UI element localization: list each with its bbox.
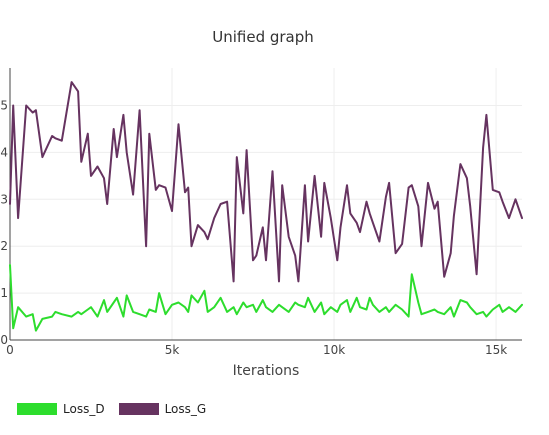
legend-swatch-loss-d xyxy=(17,403,57,415)
y-tick-label: 3 xyxy=(0,192,8,206)
y-axis-ticks: 0 1 2 3 4 5 xyxy=(0,99,8,347)
x-axis-label: Iterations xyxy=(233,363,300,379)
legend-item-loss-d[interactable]: Loss_D xyxy=(17,402,105,416)
series-layer xyxy=(9,81,523,332)
x-tick-label: 10k xyxy=(323,343,345,357)
grid-lines xyxy=(10,68,522,340)
x-tick-label: 5k xyxy=(165,343,180,357)
x-axis-ticks: 0 5k 10k 15k xyxy=(6,343,507,357)
x-tick-label: 15k xyxy=(485,343,507,357)
legend-swatch-loss-g xyxy=(118,403,159,415)
series-line-loss-g[interactable] xyxy=(9,81,523,283)
y-tick-label: 1 xyxy=(0,286,8,300)
legend-label-loss-d: Loss_D xyxy=(63,402,105,416)
chart-title: Unified graph xyxy=(212,28,314,46)
y-tick-label: 2 xyxy=(0,239,8,253)
y-tick-label: 5 xyxy=(0,99,8,113)
legend-item-loss-g[interactable]: Loss_G xyxy=(118,402,207,416)
y-tick-label: 0 xyxy=(0,333,8,347)
legend: Loss_D Loss_G xyxy=(17,402,220,416)
series-line-loss-d[interactable] xyxy=(9,264,523,332)
legend-label-loss-g: Loss_G xyxy=(164,402,207,416)
x-tick-label: 0 xyxy=(6,343,14,357)
y-tick-label: 4 xyxy=(0,145,8,159)
axes xyxy=(9,68,522,341)
